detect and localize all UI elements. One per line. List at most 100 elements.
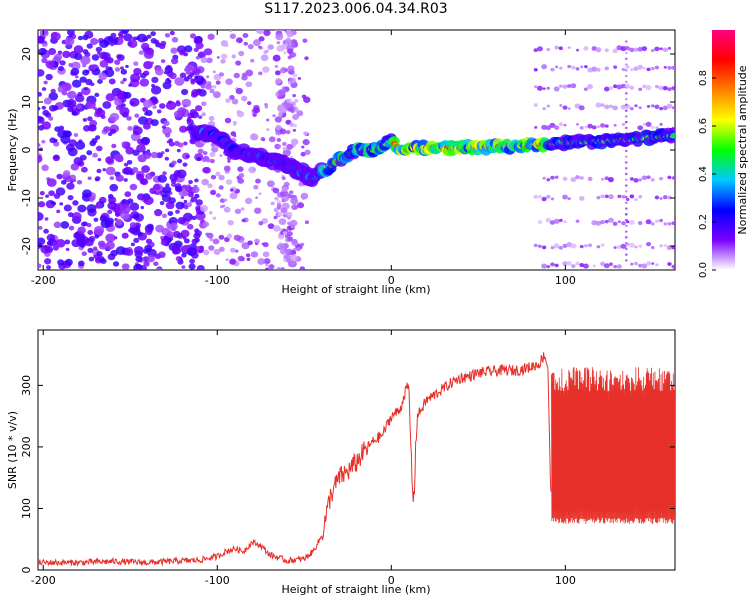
- spectrogram-point: [613, 246, 617, 250]
- spectrogram-point: [617, 194, 622, 199]
- spectrogram-point: [608, 217, 614, 223]
- spectrogram-point: [38, 237, 46, 246]
- spectrogram-point: [287, 48, 294, 54]
- spectrogram-point: [655, 263, 659, 267]
- spectrogram-point: [537, 85, 543, 91]
- spectrogram-point: [77, 226, 86, 234]
- spectrogram-point: [567, 107, 571, 110]
- spectrogram-point: [208, 115, 215, 121]
- spectrogram-point: [113, 96, 119, 101]
- spectrogram-point: [276, 41, 281, 45]
- spectrogram-point: [89, 140, 97, 147]
- spectrogram-point: [272, 54, 281, 62]
- spectrogram-point: [274, 78, 282, 85]
- spectrogram-point: [629, 194, 635, 199]
- spectrogram-point: [133, 81, 138, 86]
- spectrogram-point: [207, 33, 215, 40]
- spectrogram-point: [73, 52, 83, 61]
- spectrogram-point: [624, 57, 628, 60]
- spectrogram-point: [554, 45, 559, 50]
- spectrogram-point: [169, 222, 178, 230]
- spectrogram-point: [625, 65, 630, 69]
- spectrogram-point: [198, 115, 203, 120]
- spectrogram-point: [177, 142, 184, 148]
- spectrogram-point: [275, 124, 282, 131]
- spectrogram-point: [41, 105, 47, 110]
- spectrogram-point: [633, 47, 639, 52]
- spectrogram-point: [57, 65, 64, 72]
- spectrogram-point: [595, 47, 602, 53]
- spectrogram-point: [571, 65, 576, 70]
- spectrogram-point: [165, 64, 172, 71]
- spectrogram-point: [282, 141, 287, 147]
- spectrogram-point: [265, 49, 269, 53]
- spectrogram-marks: [38, 30, 675, 270]
- spectrogram-point: [38, 201, 46, 208]
- spectrogram-point: [583, 46, 589, 51]
- spectrogram-point: [183, 76, 190, 82]
- spectrogram-point: [77, 162, 82, 166]
- spectrogram-point: [150, 151, 159, 159]
- spectrogram-point: [641, 46, 648, 52]
- spectrogram-point: [143, 62, 152, 69]
- spectrogram-point: [633, 178, 639, 183]
- spectrogram-point: [144, 244, 153, 252]
- spectrogram-point: [624, 74, 628, 78]
- spectrogram-point: [646, 241, 652, 247]
- spectrogram-point: [629, 220, 635, 225]
- spectrogram-point: [82, 189, 92, 198]
- spectrogram-point: [81, 166, 88, 173]
- spectrogram-point: [241, 218, 246, 223]
- spectrogram-point: [135, 255, 143, 263]
- spectrogram-point: [209, 151, 216, 158]
- spectrogram-point: [73, 133, 79, 138]
- spectrogram-xtick-label: 0: [388, 274, 395, 287]
- spectrogram-point: [553, 86, 560, 92]
- spectrogram-point: [115, 174, 124, 182]
- spectrogram-point: [662, 105, 668, 111]
- spectrogram-point: [235, 87, 244, 95]
- spectrogram-point: [194, 75, 199, 79]
- snr-ylabel: SNR (10 * v/v): [6, 411, 19, 489]
- spectrogram-point: [237, 255, 245, 262]
- spectrogram-point: [162, 186, 172, 194]
- spectrogram-point: [105, 241, 115, 250]
- spectrogram-point: [196, 265, 205, 270]
- spectrogram-point: [247, 43, 254, 50]
- spectrogram-point: [624, 51, 628, 55]
- spectrogram-point: [66, 182, 75, 190]
- spectrogram-point: [286, 211, 293, 218]
- spectrogram-point: [294, 99, 299, 103]
- spectrogram-point: [60, 221, 70, 229]
- spectrogram-ylabel: Frequency (Hz): [6, 109, 19, 192]
- spectrogram-point: [96, 145, 103, 152]
- spectrogram-point: [243, 41, 248, 46]
- spectrogram-point: [264, 267, 270, 270]
- spectrogram-point: [257, 258, 266, 265]
- spectrogram-point: [613, 265, 618, 269]
- spectrogram-point: [659, 176, 664, 181]
- spectrogram-point: [68, 225, 75, 231]
- spectrogram-point: [86, 43, 93, 49]
- spectrogram-point: [133, 67, 142, 76]
- spectrogram-point: [190, 80, 196, 85]
- spectrogram-point: [562, 194, 568, 200]
- spectrogram-point: [160, 239, 168, 246]
- spectrogram-point: [184, 45, 193, 53]
- spectrogram-point: [76, 179, 83, 185]
- spectrogram-point: [195, 245, 205, 254]
- spectrogram-point: [587, 83, 594, 90]
- spectrogram-point: [183, 205, 189, 210]
- spectrogram-point: [274, 70, 281, 76]
- spectrogram-point: [671, 176, 675, 180]
- spectrogram-point: [566, 261, 572, 266]
- spectrogram-point: [176, 148, 181, 153]
- spectrogram-point: [160, 59, 166, 64]
- spectrogram-point: [645, 85, 652, 91]
- spectrogram-point: [128, 83, 132, 87]
- spectrogram-point: [624, 218, 628, 222]
- spectrogram-point: [282, 146, 288, 151]
- spectrogram-point: [152, 105, 157, 109]
- spectrogram-point: [662, 86, 668, 91]
- snr-marks: [38, 352, 675, 567]
